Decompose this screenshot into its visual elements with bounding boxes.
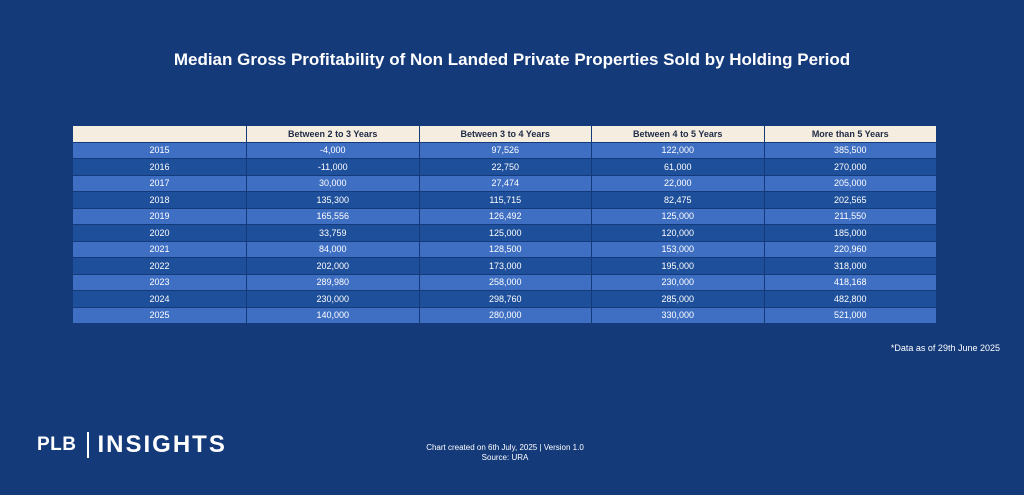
- table-body: 2015 -4,000 97,526 122,000 385,500 2016 -11,00…: [72, 141, 937, 324]
- value-cell: 33,759: [246, 224, 420, 242]
- value-cell: 153,000: [591, 240, 765, 258]
- header-cell-1: Between 2 to 3 Years: [246, 125, 420, 143]
- value-cell: 125,000: [418, 224, 592, 242]
- value-cell: -11,000: [246, 158, 420, 176]
- value-cell: 115,715: [418, 191, 592, 209]
- value-cell: 205,000: [763, 174, 937, 192]
- value-cell: 120,000: [591, 224, 765, 242]
- value-cell: 211,550: [763, 207, 937, 225]
- header-cell-4: More than 5 Years: [763, 125, 937, 143]
- value-cell: 97,526: [418, 141, 592, 159]
- table-row: 2025 140,000 280,000 330,000 521,000: [72, 306, 937, 324]
- year-cell: 2016: [72, 158, 247, 176]
- year-cell: 2015: [72, 141, 247, 159]
- year-cell: 2021: [72, 240, 247, 258]
- value-cell: 202,000: [246, 257, 420, 275]
- value-cell: 482,800: [763, 290, 937, 308]
- value-cell: 61,000: [591, 158, 765, 176]
- value-cell: 82,475: [591, 191, 765, 209]
- value-cell: 27,474: [418, 174, 592, 192]
- year-cell: 2024: [72, 290, 247, 308]
- header-cell-year: [72, 125, 247, 143]
- value-cell: 195,000: [591, 257, 765, 275]
- chart-title: Median Gross Profitability of Non Landed…: [173, 50, 851, 69]
- credits-source: Source: URA: [481, 453, 529, 462]
- value-cell: 289,980: [246, 273, 420, 291]
- table-row: 2016 -11,000 22,750 61,000 270,000: [72, 158, 937, 176]
- header-cell-2: Between 3 to 4 Years: [418, 125, 592, 143]
- table-row: 2017 30,000 27,474 22,000 205,000: [72, 174, 937, 192]
- value-cell: 285,000: [591, 290, 765, 308]
- year-cell: 2023: [72, 273, 247, 291]
- value-cell: 22,000: [591, 174, 765, 192]
- value-cell: 135,300: [246, 191, 420, 209]
- year-cell: 2019: [72, 207, 247, 225]
- value-cell: 298,760: [418, 290, 592, 308]
- value-cell: 230,000: [246, 290, 420, 308]
- year-cell: 2018: [72, 191, 247, 209]
- footnote: *Data as of 29th June 2025: [890, 343, 1000, 353]
- logo-divider: [86, 432, 89, 458]
- chart-credits: Chart created on 6th July, 2025 | Versio…: [380, 443, 630, 463]
- table-row: 2023 289,980 258,000 230,000 418,168: [72, 273, 937, 291]
- table-header-row: Between 2 to 3 Years Between 3 to 4 Years…: [72, 125, 937, 143]
- logo-insights-text: INSIGHTS: [97, 431, 227, 458]
- value-cell: 330,000: [591, 306, 765, 324]
- year-cell: 2022: [72, 257, 247, 275]
- table-row: 2021 84,000 128,500 153,000 220,960: [72, 240, 937, 258]
- value-cell: 230,000: [591, 273, 765, 291]
- credits-created: Chart created on 6th July, 2025 | Versio…: [426, 443, 584, 452]
- value-cell: 202,565: [763, 191, 937, 209]
- year-cell: 2020: [72, 224, 247, 242]
- value-cell: 258,000: [418, 273, 592, 291]
- data-table: Between 2 to 3 Years Between 3 to 4 Years…: [72, 125, 937, 324]
- table-row: 2024 230,000 298,760 285,000 482,800: [72, 290, 937, 308]
- value-cell: 22,750: [418, 158, 592, 176]
- value-cell: 185,000: [763, 224, 937, 242]
- value-cell: 418,168: [763, 273, 937, 291]
- value-cell: 521,000: [763, 306, 937, 324]
- value-cell: 140,000: [246, 306, 420, 324]
- brand-logo: PLB INSIGHTS: [37, 430, 227, 460]
- value-cell: 128,500: [418, 240, 592, 258]
- header-cell-3: Between 4 to 5 Years: [591, 125, 765, 143]
- value-cell: 122,000: [591, 141, 765, 159]
- value-cell: 30,000: [246, 174, 420, 192]
- table-row: 2015 -4,000 97,526 122,000 385,500: [72, 141, 937, 159]
- table-row: 2022 202,000 173,000 195,000 318,000: [72, 257, 937, 275]
- value-cell: 173,000: [418, 257, 592, 275]
- value-cell: 270,000: [763, 158, 937, 176]
- value-cell: 84,000: [246, 240, 420, 258]
- year-cell: 2017: [72, 174, 247, 192]
- value-cell: 126,492: [418, 207, 592, 225]
- value-cell: 280,000: [418, 306, 592, 324]
- value-cell: -4,000: [246, 141, 420, 159]
- table-row: 2019 165,556 126,492 125,000 211,550: [72, 207, 937, 225]
- value-cell: 385,500: [763, 141, 937, 159]
- value-cell: 220,960: [763, 240, 937, 258]
- year-cell: 2025: [72, 306, 247, 324]
- value-cell: 125,000: [591, 207, 765, 225]
- logo-plb-text: PLB: [37, 434, 77, 455]
- table-row: 2020 33,759 125,000 120,000 185,000: [72, 224, 937, 242]
- value-cell: 318,000: [763, 257, 937, 275]
- table-row: 2018 135,300 115,715 82,475 202,565: [72, 191, 937, 209]
- value-cell: 165,556: [246, 207, 420, 225]
